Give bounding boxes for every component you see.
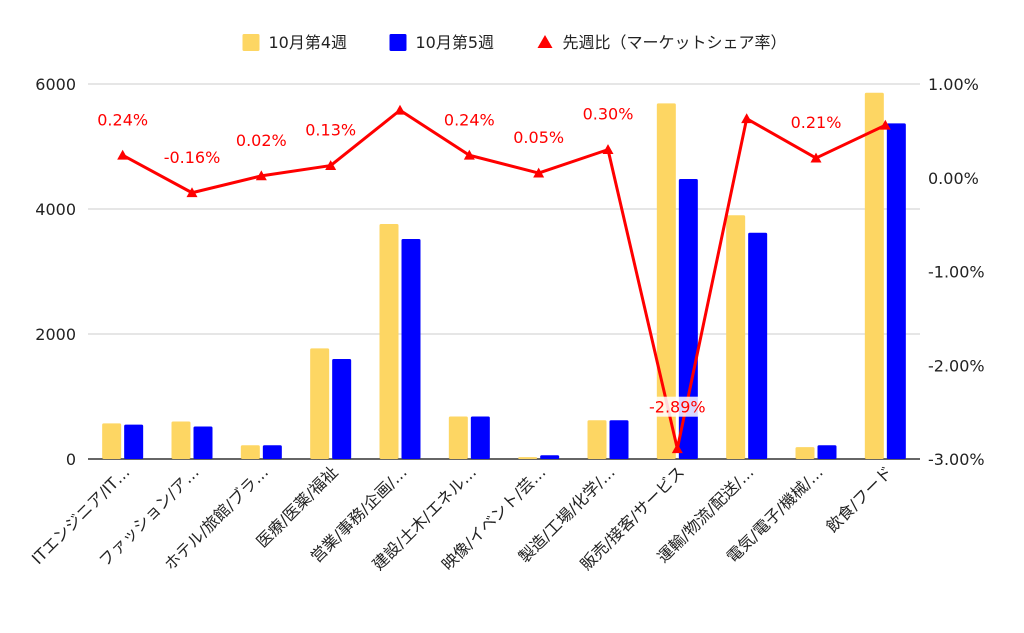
y-left-tick-label: 0 — [66, 450, 76, 469]
data-label: 0.24% — [97, 110, 148, 129]
y-right-tick-label: -2.00% — [928, 356, 985, 375]
legend-swatch — [389, 34, 407, 51]
bar — [864, 92, 884, 459]
bar — [726, 215, 746, 459]
data-label: 0.13% — [305, 121, 356, 140]
bar — [262, 445, 282, 459]
bar — [470, 416, 490, 459]
x-tick-label: 飲食/フード — [822, 462, 896, 536]
data-label: 0.30% — [583, 105, 634, 124]
legend-label: 先週比（マーケットシェア率） — [563, 33, 787, 52]
y-right-tick-label: 1.00% — [928, 75, 979, 94]
y-right-tick-label: -1.00% — [928, 263, 985, 282]
data-label: -2.89% — [649, 398, 706, 417]
data-label: -0.16% — [164, 148, 221, 167]
legend-marker — [537, 35, 553, 48]
data-label: 0.02% — [236, 131, 287, 150]
y-right-tick-label: -3.00% — [928, 450, 985, 469]
bar — [540, 455, 560, 459]
y-left-tick-label: 4000 — [35, 200, 76, 219]
bar — [332, 359, 352, 459]
bar — [518, 457, 538, 459]
line-point — [255, 170, 267, 181]
legend-label: 10月第5週 — [416, 33, 495, 52]
line-point — [602, 144, 614, 155]
y-right-tick-label: 0.00% — [928, 169, 979, 188]
bar — [609, 420, 629, 459]
bar — [310, 348, 330, 459]
legend-swatch — [242, 34, 260, 51]
bar — [193, 426, 213, 459]
data-label: 0.05% — [513, 128, 564, 147]
line-point — [810, 152, 822, 163]
line-point — [394, 104, 406, 115]
y-left-tick-label: 6000 — [35, 75, 76, 94]
bar — [102, 423, 122, 459]
bar — [656, 103, 676, 459]
bar — [795, 447, 815, 459]
series-line — [121, 108, 886, 451]
bar — [448, 416, 468, 459]
bar — [886, 123, 906, 459]
bar — [678, 179, 698, 459]
bar — [379, 224, 399, 459]
bar — [748, 232, 768, 459]
line-point — [325, 160, 337, 170]
line-point — [533, 167, 545, 178]
data-label: 0.21% — [791, 113, 842, 132]
line-point — [117, 149, 129, 160]
line-point — [463, 149, 475, 160]
line-point — [741, 113, 753, 124]
legend-label: 10月第4週 — [269, 33, 348, 52]
line-point — [879, 119, 891, 130]
bar — [240, 445, 260, 459]
line-point — [671, 443, 683, 454]
data-label: 0.24% — [444, 110, 495, 129]
line-point — [186, 187, 198, 198]
bar — [401, 239, 421, 459]
bar — [817, 445, 837, 459]
data-label-background — [647, 396, 708, 417]
y-left-tick-label: 2000 — [35, 325, 76, 344]
bar — [587, 420, 607, 459]
bar — [171, 421, 191, 459]
bar — [124, 424, 144, 459]
